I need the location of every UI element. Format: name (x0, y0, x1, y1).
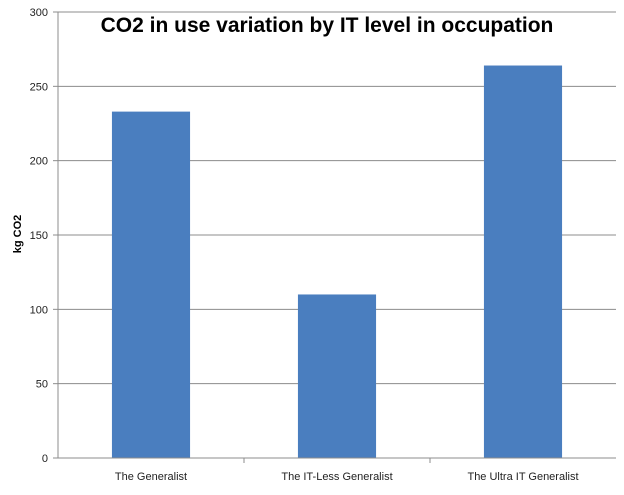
x-tick-labels: The Generalist The IT-Less Generalist The … (115, 458, 579, 483)
bars (111, 65, 563, 459)
chart-title: CO2 in use variation by IT level in occu… (101, 14, 554, 37)
y-tick-label: 150 (30, 230, 48, 242)
y-tick-label: 50 (36, 379, 48, 391)
y-tick-label: 250 (30, 81, 48, 93)
x-tick-label: The IT-Less Generalist (281, 471, 392, 483)
y-tick-label: 300 (30, 7, 48, 19)
bar (111, 111, 191, 459)
y-tick-label: 0 (42, 453, 48, 465)
x-tick-label: The Generalist (115, 471, 187, 483)
x-tick-label: The Ultra IT Generalist (467, 471, 578, 483)
y-tick-label: 200 (30, 156, 48, 168)
bar (483, 65, 563, 459)
y-tick-labels: 0 50 100 150 200 250 300 (30, 7, 58, 465)
y-axis-label: kg CO2 (12, 215, 24, 254)
y-tick-label: 100 (30, 304, 48, 316)
bar (297, 294, 377, 458)
